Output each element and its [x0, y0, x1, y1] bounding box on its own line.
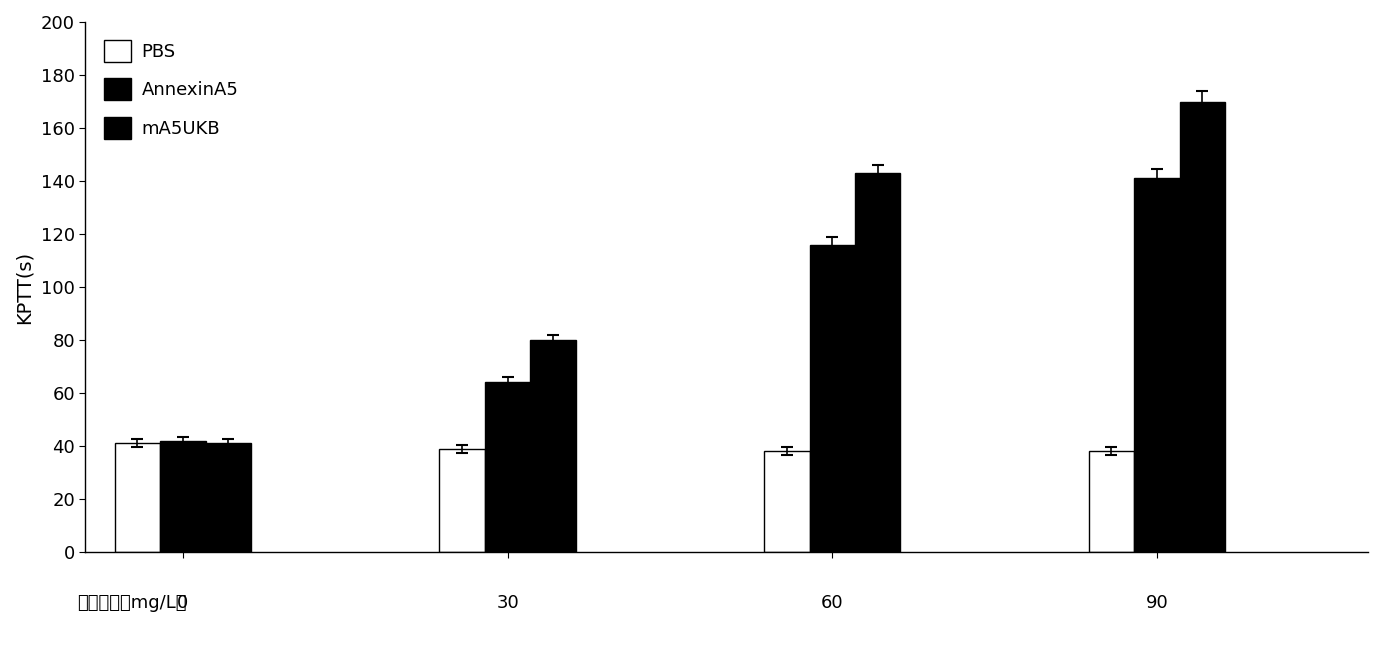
Bar: [763, 452, 809, 552]
Bar: [809, 244, 855, 552]
Text: 0: 0: [177, 595, 188, 613]
Bar: [1088, 452, 1134, 552]
Text: 90: 90: [1145, 595, 1169, 613]
Bar: [1180, 101, 1225, 552]
Text: 蛋白浓度（mg/L）: 蛋白浓度（mg/L）: [77, 595, 187, 613]
Bar: [440, 449, 485, 552]
Bar: [1134, 178, 1180, 552]
Text: 30: 30: [496, 595, 519, 613]
Text: 60: 60: [822, 595, 844, 613]
Bar: [530, 340, 575, 552]
Bar: [485, 382, 530, 552]
Bar: [115, 444, 160, 552]
Bar: [855, 173, 900, 552]
Y-axis label: KPTT(s): KPTT(s): [15, 250, 35, 324]
Legend: PBS, AnnexinA5, mA5UKB: PBS, AnnexinA5, mA5UKB: [94, 31, 248, 148]
Bar: [206, 444, 252, 552]
Bar: [160, 441, 206, 552]
